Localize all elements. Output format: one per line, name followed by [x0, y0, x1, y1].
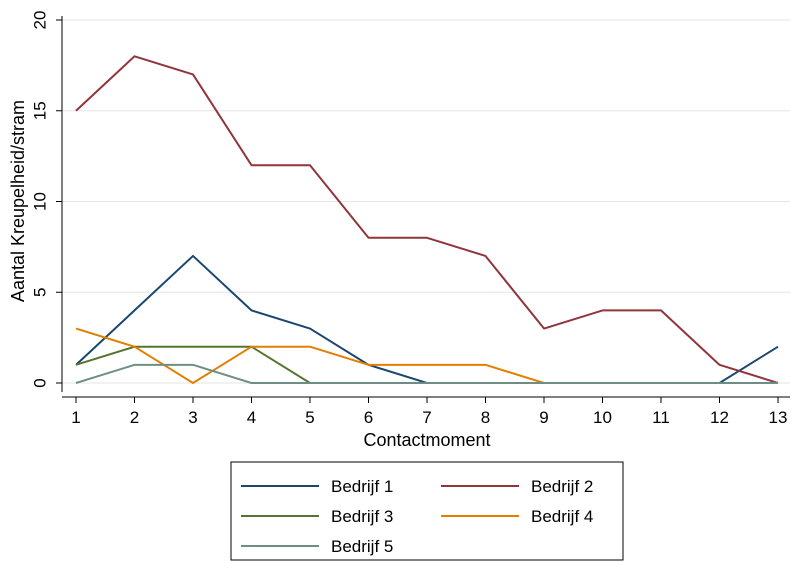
x-tick-label: 8 [481, 408, 490, 427]
series-line-2 [75, 55, 779, 384]
x-tick-label: 10 [593, 408, 612, 427]
legend-label-4: Bedrijf 4 [531, 507, 593, 526]
x-tick-label: 2 [130, 408, 139, 427]
legend-label-5: Bedrijf 5 [331, 537, 393, 556]
x-tick-label: 3 [188, 408, 197, 427]
y-tick-label: 0 [31, 378, 50, 387]
x-tick-label: 6 [364, 408, 373, 427]
series-line-5 [75, 363, 778, 384]
series-layer [75, 55, 779, 384]
x-tick-label: 4 [247, 408, 256, 427]
y-tick-label: 10 [31, 192, 50, 211]
x-tick-label: 13 [769, 408, 788, 427]
x-tick-label: 5 [305, 408, 314, 427]
legend-label-1: Bedrijf 1 [331, 477, 393, 496]
x-tick-label: 12 [710, 408, 729, 427]
series-line-4 [75, 327, 778, 384]
x-tick-label: 1 [71, 408, 80, 427]
y-tick-label: 15 [31, 101, 50, 120]
legend: Bedrijf 1 Bedrijf 2 Bedrijf 3 Bedrijf 4 Bedr… [230, 461, 624, 561]
x-tick-label: 9 [539, 408, 548, 427]
x-tick-label: 11 [652, 408, 670, 427]
x-axis-title: Contactmoment [363, 430, 490, 450]
legend-box [230, 461, 624, 561]
y-axis-title: Aantal Kreupelheid/stram [8, 100, 28, 302]
y-tick-label: 20 [31, 11, 50, 30]
legend-label-3: Bedrijf 3 [331, 507, 393, 526]
x-tick-label: 7 [422, 408, 431, 427]
y-tick-label: 5 [31, 288, 50, 297]
legend-label-2: Bedrijf 2 [531, 477, 593, 496]
